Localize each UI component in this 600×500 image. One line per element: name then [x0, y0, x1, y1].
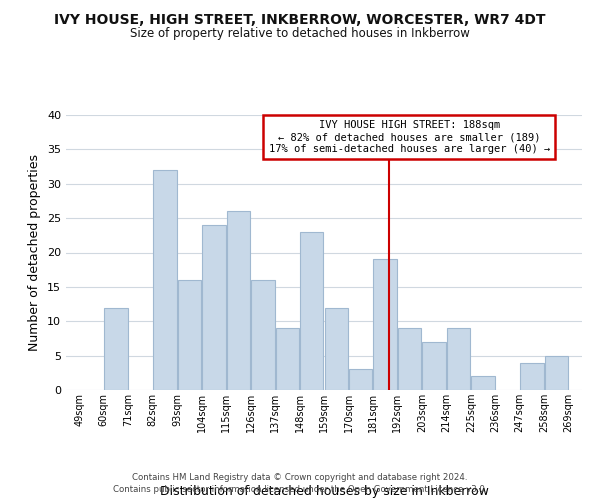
Text: Size of property relative to detached houses in Inkberrow: Size of property relative to detached ho…: [130, 28, 470, 40]
Bar: [227, 211, 250, 390]
Bar: [300, 232, 323, 390]
Bar: [153, 170, 176, 390]
Bar: [545, 356, 568, 390]
Bar: [422, 342, 446, 390]
Bar: [251, 280, 275, 390]
Text: Contains public sector information licensed under the Open Government Licence v3: Contains public sector information licen…: [113, 485, 487, 494]
Bar: [398, 328, 421, 390]
Text: Contains HM Land Registry data © Crown copyright and database right 2024.: Contains HM Land Registry data © Crown c…: [132, 472, 468, 482]
Text: IVY HOUSE HIGH STREET: 188sqm
← 82% of detached houses are smaller (189)
17% of : IVY HOUSE HIGH STREET: 188sqm ← 82% of d…: [269, 120, 550, 154]
Bar: [104, 308, 128, 390]
X-axis label: Distribution of detached houses by size in Inkberrow: Distribution of detached houses by size …: [160, 485, 488, 498]
Bar: [349, 370, 373, 390]
Bar: [178, 280, 201, 390]
Bar: [472, 376, 495, 390]
Bar: [325, 308, 348, 390]
Text: IVY HOUSE, HIGH STREET, INKBERROW, WORCESTER, WR7 4DT: IVY HOUSE, HIGH STREET, INKBERROW, WORCE…: [54, 12, 546, 26]
Bar: [202, 225, 226, 390]
Y-axis label: Number of detached properties: Number of detached properties: [28, 154, 41, 351]
Bar: [275, 328, 299, 390]
Bar: [373, 260, 397, 390]
Bar: [447, 328, 470, 390]
Bar: [520, 362, 544, 390]
